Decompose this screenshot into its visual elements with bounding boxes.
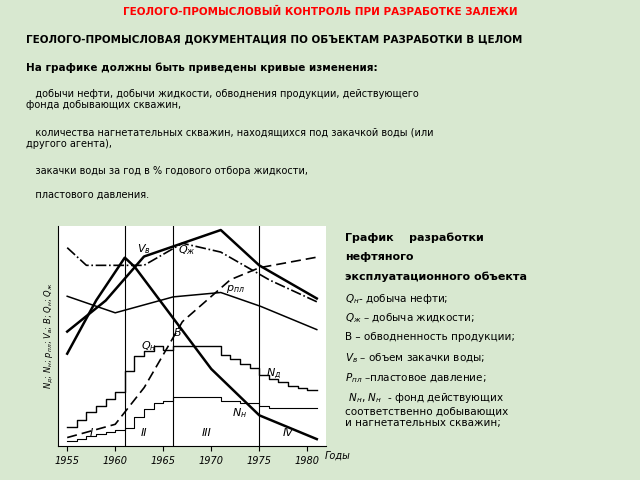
Text: B – обводненность продукции;: B – обводненность продукции; bbox=[345, 332, 515, 342]
Text: I: I bbox=[90, 428, 93, 438]
Text: $Q_ж$: $Q_ж$ bbox=[179, 243, 196, 257]
Text: $V_в$: $V_в$ bbox=[137, 242, 151, 256]
Text: $V_в$ – объем закачки воды;: $V_в$ – объем закачки воды; bbox=[345, 351, 485, 365]
Text: График    разработки: График разработки bbox=[345, 232, 484, 243]
Text: На графике должны быть приведены кривые изменения:: На графике должны быть приведены кривые … bbox=[26, 62, 377, 73]
Text: добычи нефти, добычи жидкости, обводнения продукции, действующего
фонда добывающ: добычи нефти, добычи жидкости, обводнени… bbox=[26, 88, 419, 110]
Text: $N_н$: $N_н$ bbox=[232, 407, 248, 420]
Text: $p_{пл}$: $p_{пл}$ bbox=[226, 283, 244, 295]
Text: $Q_н$: $Q_н$ bbox=[141, 339, 157, 353]
Text: количества нагнетательных скважин, находящихся под закачкой воды (или
другого аг: количества нагнетательных скважин, наход… bbox=[26, 127, 433, 149]
Text: закачки воды за год в % годового отбора жидкости,: закачки воды за год в % годового отбора … bbox=[26, 167, 308, 176]
Text: Годы: Годы bbox=[324, 451, 350, 460]
Y-axis label: $N_{д}$; $N_{н}$; $p_{пл}$; $V_в$; $B$; $Q_н$; $Q_ж$: $N_{д}$; $N_{н}$; $p_{пл}$; $V_в$; $B$; … bbox=[42, 283, 55, 389]
Text: $N_н$, $N_н$  - фонд действующих
соответственно добывающих
и нагнетательных сква: $N_н$, $N_н$ - фонд действующих соответс… bbox=[345, 391, 508, 428]
Text: $B$: $B$ bbox=[173, 326, 182, 338]
Text: II: II bbox=[141, 428, 147, 438]
Text: $P_{пл}$ –пластовое давление;: $P_{пл}$ –пластовое давление; bbox=[345, 372, 486, 385]
Text: нефтяного: нефтяного bbox=[345, 252, 413, 262]
Text: ГЕОЛОГО-ПРОМЫСЛОВЫЙ КОНТРОЛЬ ПРИ РАЗРАБОТКЕ ЗАЛЕЖИ: ГЕОЛОГО-ПРОМЫСЛОВЫЙ КОНТРОЛЬ ПРИ РАЗРАБО… bbox=[123, 7, 517, 16]
Text: ГЕОЛОГО-ПРОМЫСЛОВАЯ ДОКУМЕНТАЦИЯ ПО ОБЪЕКТАМ РАЗРАБОТКИ В ЦЕЛОМ: ГЕОЛОГО-ПРОМЫСЛОВАЯ ДОКУМЕНТАЦИЯ ПО ОБЪЕ… bbox=[26, 35, 522, 45]
Text: III: III bbox=[202, 428, 211, 438]
Text: $N_д$: $N_д$ bbox=[266, 366, 281, 381]
Text: $Q_н$- добыча нефти;: $Q_н$- добыча нефти; bbox=[345, 292, 449, 306]
Text: пластового давления.: пластового давления. bbox=[26, 190, 148, 200]
Text: $Q_ж$ – добыча жидкости;: $Q_ж$ – добыча жидкости; bbox=[345, 312, 474, 325]
Text: эксплуатационного объекта: эксплуатационного объекта bbox=[345, 272, 527, 282]
Text: IV: IV bbox=[283, 428, 293, 438]
